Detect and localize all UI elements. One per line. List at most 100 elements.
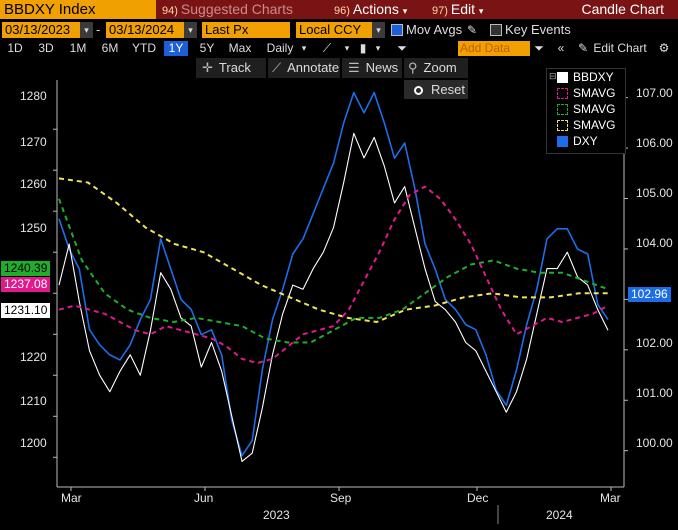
start-date-dropdown-icon[interactable]: ▾ bbox=[80, 22, 93, 38]
chevron-down-icon: ▾ bbox=[402, 6, 408, 16]
actions-menu[interactable]: 96) Actions ▾ bbox=[334, 0, 407, 19]
magnifier-icon: ⚲ bbox=[408, 60, 418, 75]
x-tick-label: Mar bbox=[600, 491, 621, 505]
legend-label: SMAVG bbox=[573, 86, 616, 100]
legend-label: SMAVG bbox=[573, 102, 616, 116]
candle-icon[interactable]: ▮ bbox=[359, 41, 367, 55]
chart-legend[interactable]: ⊟ BBDXY SMAVG SMAVG SMAVG DXY bbox=[546, 68, 626, 154]
suggested-label: Suggested Charts bbox=[180, 1, 293, 17]
legend-label: DXY bbox=[573, 134, 598, 148]
add-data-input[interactable]: Add Data bbox=[458, 41, 530, 56]
yellow-smavg-line bbox=[58, 177, 608, 323]
range-6m[interactable]: 6M bbox=[101, 41, 119, 55]
chevron-down-icon: ▾ bbox=[478, 6, 484, 16]
start-date-input[interactable]: 03/13/2023 bbox=[2, 22, 80, 38]
annotate-label: Annotate bbox=[287, 60, 340, 75]
currency-select[interactable]: Local CCY bbox=[296, 22, 372, 38]
crosshair-icon: ✛ bbox=[202, 60, 213, 75]
magenta-smavg-value-tag: 1237.08 bbox=[1, 277, 51, 292]
range-5y[interactable]: 5Y bbox=[199, 41, 215, 55]
key-events-checkbox[interactable] bbox=[490, 24, 502, 36]
dxy-series-line bbox=[58, 91, 609, 457]
year-label: 2023 bbox=[263, 508, 290, 522]
range-max[interactable]: Max bbox=[228, 41, 252, 55]
reset-button[interactable]: Reset bbox=[404, 80, 468, 99]
add-data-menu-icon[interactable]: ⏷ bbox=[534, 41, 544, 55]
right-tick-label: 104.00 bbox=[636, 236, 673, 250]
right-tick-label: 101.00 bbox=[636, 386, 673, 400]
pencil-icon[interactable]: ✎ bbox=[467, 23, 478, 37]
legend-swatch bbox=[557, 72, 568, 83]
currency-dropdown-icon[interactable]: ▾ bbox=[372, 22, 385, 38]
actions-number: 96) bbox=[334, 5, 350, 17]
green-smavg-line bbox=[58, 198, 609, 344]
left-tick-label: 1250 bbox=[20, 221, 47, 235]
bbdxy-value-tag: 1231.10 bbox=[1, 303, 51, 318]
legend-swatch bbox=[557, 104, 568, 115]
range-3d[interactable]: 3D bbox=[38, 41, 54, 55]
end-date-input[interactable]: 03/13/2024 bbox=[106, 22, 184, 38]
left-tick-label: 1260 bbox=[20, 177, 47, 191]
year-label: 2024 bbox=[546, 508, 573, 522]
end-date-dropdown-icon[interactable]: ▾ bbox=[184, 22, 197, 38]
news-button[interactable]: ☰ News bbox=[342, 58, 402, 78]
green-smavg-value-tag: 1240.39 bbox=[1, 261, 51, 276]
range-bar: 1D 3D 1M 6M YTD 1Y 5Y Max Daily ▾ ⟋ ▾ ▮ … bbox=[0, 41, 678, 57]
mov-avgs-checkbox[interactable] bbox=[391, 24, 403, 36]
left-tick-label: 1220 bbox=[20, 350, 47, 364]
collapse-icon[interactable]: « bbox=[557, 41, 565, 55]
actions-label: Actions bbox=[352, 1, 399, 17]
gear-icon[interactable]: ⚙ bbox=[658, 41, 670, 55]
chart-toolbar: ✛ Track ⟋ Annotate ☰ News ⚲ Zoom bbox=[0, 58, 678, 78]
x-tick-label: Jun bbox=[194, 491, 214, 505]
chart-type-title: Candle Chart bbox=[581, 1, 665, 17]
x-tick-label: Sep bbox=[330, 491, 352, 505]
pencil-icon[interactable]: ✎ bbox=[577, 41, 589, 55]
edit-menu[interactable]: 97) Edit ▾ bbox=[432, 0, 483, 19]
right-tick-label: 105.00 bbox=[636, 186, 673, 200]
suggested-charts-button[interactable]: 94) Suggested Charts bbox=[162, 0, 293, 19]
news-icon: ☰ bbox=[348, 60, 360, 75]
right-tick-label: 107.00 bbox=[636, 86, 673, 100]
x-tick-label: Mar bbox=[61, 491, 82, 505]
annotate-button[interactable]: ⟋ Annotate bbox=[268, 58, 340, 78]
title-bar: BBDXY Index 94) Suggested Charts 96) Actio… bbox=[0, 0, 678, 19]
range-1y[interactable]: 1Y bbox=[164, 41, 188, 56]
candle-dropdown-icon[interactable]: ▾ bbox=[375, 43, 381, 53]
legend-swatch bbox=[557, 120, 568, 131]
right-tick-label: 106.00 bbox=[636, 136, 673, 150]
left-tick-label: 1270 bbox=[20, 135, 47, 149]
range-1m[interactable]: 1M bbox=[69, 41, 87, 55]
edit-number: 97) bbox=[432, 5, 448, 17]
bbdxy-series-line bbox=[58, 132, 609, 462]
right-tick-label: 100.00 bbox=[636, 436, 673, 450]
parameters-bar: 03/13/2023 ▾ - 03/13/2024 ▾ Last Px Loca… bbox=[0, 22, 678, 40]
magenta-smavg-line bbox=[58, 185, 609, 364]
edit-label: Edit bbox=[450, 1, 476, 17]
period-select[interactable]: Daily bbox=[266, 41, 294, 55]
right-tick-label: 102.00 bbox=[636, 336, 673, 350]
filter-icon[interactable]: ⏷ bbox=[397, 41, 407, 55]
legend-collapse-icon[interactable]: ⊟ bbox=[549, 71, 557, 81]
x-tick-label: Dec bbox=[467, 491, 489, 505]
chart-style-dropdown-icon[interactable]: ▾ bbox=[344, 43, 350, 53]
range-1d[interactable]: 1D bbox=[7, 41, 23, 55]
left-tick-label: 1200 bbox=[20, 436, 47, 450]
track-button[interactable]: ✛ Track bbox=[196, 58, 266, 78]
period-dropdown-icon[interactable]: ▾ bbox=[301, 43, 307, 53]
zoom-label: Zoom bbox=[423, 60, 457, 75]
price-field-select[interactable]: Last Px bbox=[202, 22, 290, 38]
ticker-field[interactable]: BBDXY Index bbox=[0, 0, 156, 19]
dxy-value-tag: 102.96 bbox=[628, 287, 671, 302]
range-ytd[interactable]: YTD bbox=[132, 41, 156, 55]
left-tick-label: 1280 bbox=[20, 89, 47, 103]
legend-label: BBDXY bbox=[573, 70, 614, 84]
mov-avgs-label: Mov Avgs bbox=[406, 22, 463, 37]
zoom-button[interactable]: ⚲ Zoom bbox=[404, 58, 468, 78]
edit-chart-button[interactable]: Edit Chart bbox=[593, 41, 647, 55]
date-separator: - bbox=[96, 22, 101, 37]
reset-icon bbox=[414, 86, 423, 95]
line-chart-icon[interactable]: ⟋ bbox=[322, 41, 332, 55]
suggested-number: 94) bbox=[162, 5, 178, 17]
